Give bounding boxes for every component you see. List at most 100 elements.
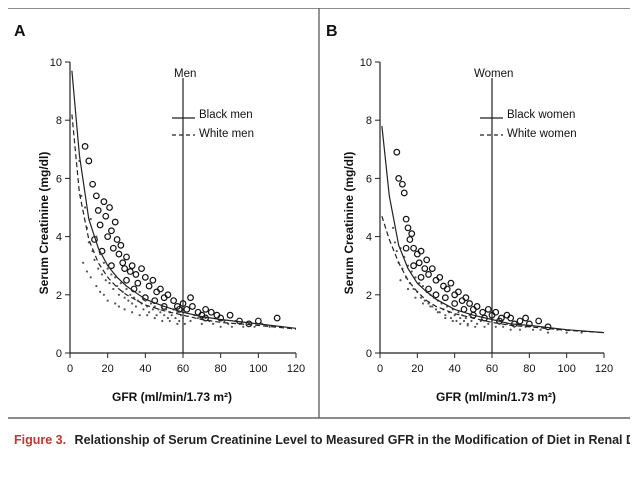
data-point-white-men [219, 325, 222, 328]
data-point-black-men [132, 271, 140, 278]
data-point-white-men [142, 308, 145, 311]
data-point-white-men [112, 287, 115, 291]
data-point-white-men [168, 319, 171, 323]
data-point-black-men [100, 198, 108, 206]
data-point-black-men [108, 262, 115, 270]
data-point-white-men [242, 325, 245, 328]
data-point-black-women [462, 294, 470, 302]
data-point-white-women [474, 325, 477, 328]
data-point-white-men [183, 322, 186, 325]
data-point-black-men [254, 317, 262, 325]
data-point-black-women [406, 236, 414, 243]
data-point-black-men [121, 265, 129, 273]
panel-a-x-axis-title: GFR (ml/min/1.73 m²) [112, 390, 232, 404]
data-point-white-women [406, 287, 410, 291]
data-point-black-men [194, 308, 202, 316]
data-point-white-men [123, 296, 126, 299]
data-point-white-men [108, 282, 111, 285]
data-point-white-women [494, 325, 497, 328]
data-point-white-women [490, 319, 494, 323]
data-point-black-women [415, 259, 423, 267]
data-point-black-men [119, 259, 127, 267]
data-point-white-men [123, 308, 126, 311]
data-point-black-women [408, 230, 416, 238]
data-point-white-women [513, 325, 516, 328]
data-point-white-women [412, 287, 415, 291]
data-point-white-men [153, 305, 156, 308]
data-point-black-women [432, 276, 440, 284]
data-point-black-women [417, 247, 425, 255]
data-point-black-men [141, 273, 149, 281]
data-point-black-men [94, 207, 102, 214]
panel-b-label: B [326, 23, 338, 40]
data-point-white-men [102, 261, 105, 264]
data-point-white-women [427, 302, 430, 305]
data-point-white-women [539, 328, 542, 331]
data-point-white-men [97, 267, 100, 270]
data-point-white-men [153, 316, 156, 320]
data-point-white-men [89, 218, 92, 221]
data-point-white-men [129, 293, 132, 296]
data-point-white-men [138, 314, 141, 317]
data-point-white-women [395, 250, 398, 253]
data-point-white-men [100, 273, 104, 276]
data-point-white-men [95, 235, 98, 238]
data-point-white-men [104, 279, 107, 282]
data-point-white-women [436, 311, 439, 314]
data-point-white-men [125, 287, 128, 291]
data-point-white-men [127, 299, 130, 302]
data-point-black-men [108, 227, 115, 235]
data-point-black-men [134, 279, 142, 287]
panel-b-x-tick-label: 0 [377, 363, 383, 375]
panel-a-x-tick-label: 60 [177, 363, 189, 375]
data-point-black-women [473, 303, 481, 310]
data-point-white-women [565, 331, 568, 334]
data-point-white-women [393, 241, 397, 244]
data-point-white-women [421, 302, 425, 305]
panel-b-x-tick-label: 120 [595, 363, 613, 375]
data-point-white-women [429, 305, 432, 308]
curve-black-women [381, 125, 605, 334]
data-point-black-women [479, 308, 487, 316]
data-point-black-men [126, 268, 134, 275]
data-point-white-men [80, 194, 83, 197]
data-point-black-women [413, 250, 421, 258]
data-point-white-women [459, 322, 462, 325]
data-point-white-men [106, 267, 109, 270]
data-point-black-men [128, 262, 136, 270]
data-point-black-women [503, 311, 511, 319]
data-point-white-men [253, 325, 256, 328]
data-point-white-men [110, 273, 113, 276]
data-point-white-men [89, 276, 92, 279]
data-point-white-men [144, 299, 147, 302]
data-point-white-women [438, 311, 441, 314]
data-point-black-women [425, 271, 432, 278]
data-point-white-men [82, 261, 85, 264]
panel-a-x-tick-label: 20 [102, 363, 114, 375]
data-point-white-men [212, 322, 215, 325]
data-point-white-men [138, 290, 141, 293]
legend-label-white-men: White men [199, 128, 254, 140]
data-point-white-women [531, 328, 535, 331]
data-point-white-women [457, 311, 460, 314]
data-point-white-women [459, 316, 462, 320]
data-point-black-women [458, 297, 466, 305]
curve-white-men [71, 114, 297, 330]
panel-b-x-tick-label: 80 [523, 363, 535, 375]
data-point-black-women [441, 294, 449, 302]
figure-svg: A Men Serum Creatinine (mg/dl) GFR (ml/m… [8, 8, 630, 447]
data-point-white-women [453, 314, 456, 317]
data-point-black-women [484, 305, 492, 313]
data-point-black-men [102, 212, 110, 220]
data-point-white-women [431, 305, 434, 308]
data-point-black-men [113, 236, 121, 243]
data-point-black-women [455, 288, 462, 296]
figure-frame: A Men Serum Creatinine (mg/dl) GFR (ml/m… [8, 8, 630, 470]
panel-a-y-tick-label: 8 [56, 115, 62, 127]
data-point-black-men [123, 276, 130, 284]
data-point-white-men [174, 316, 177, 320]
data-point-black-women [400, 189, 408, 197]
data-point-black-women [421, 265, 429, 273]
data-point-white-women [451, 319, 454, 323]
